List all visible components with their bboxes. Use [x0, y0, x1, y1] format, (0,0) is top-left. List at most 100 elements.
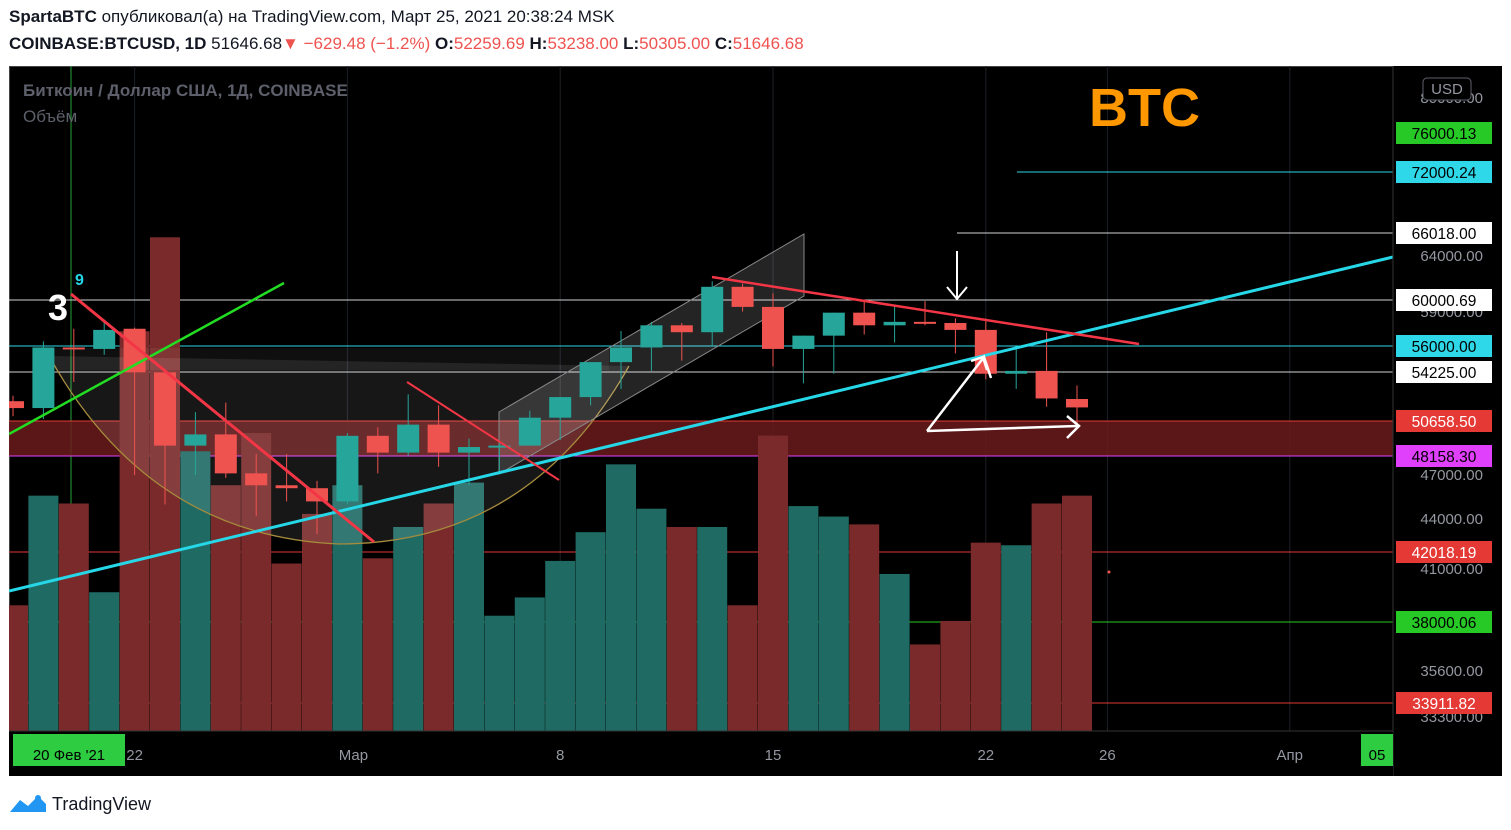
publish-header: SpartaBTC опубликовал(а) на TradingView.…: [0, 0, 1511, 62]
volume-bar: [423, 503, 454, 731]
candle-body: [9, 401, 24, 409]
candle-body: [184, 434, 207, 446]
time-highlight-end: [1361, 734, 1393, 766]
candle-body: [731, 286, 754, 307]
candle-body: [62, 347, 85, 350]
price-level-badge: [1396, 122, 1492, 144]
candle-body: [397, 424, 420, 453]
volume-bar: [271, 563, 302, 731]
price-level-label: 76000.13: [1412, 126, 1477, 143]
volume-bar: [940, 620, 971, 731]
volume-bar: [180, 451, 211, 731]
time-axis-bg: [9, 731, 1393, 776]
open-value: 52259.69: [453, 34, 525, 53]
volume-bar: [514, 597, 545, 731]
price-tick-label: 35600.00: [1420, 663, 1483, 680]
price-level-label: 72000.24: [1412, 165, 1477, 182]
price-level-badge: [1396, 289, 1492, 311]
price-level-badge: [1396, 161, 1492, 183]
volume-bar: [818, 516, 849, 731]
price-tick-label: 41000.00: [1420, 561, 1483, 578]
time-axis[interactable]: 22 Мар 8 15 22 26 Апр 20 Фев '21 05: [9, 730, 1393, 776]
tradingview-brand[interactable]: TradingView: [52, 794, 152, 814]
price-level-label: 60000.69: [1412, 293, 1477, 310]
price-level-badge: [1396, 541, 1492, 563]
time-tick-label: 15: [765, 747, 782, 764]
high-value: 53238.00: [547, 34, 619, 53]
candle-body: [670, 325, 693, 333]
volume-bar: [666, 526, 697, 731]
volume-bar: [879, 573, 910, 731]
red-trendline-1: [70, 292, 375, 544]
candle-body: [32, 347, 55, 409]
candle-body: [914, 321, 936, 324]
volume-bar: [89, 592, 120, 731]
volume-bar: [970, 542, 1001, 731]
footer: TradingView: [0, 782, 1511, 830]
trendlines: [9, 251, 1394, 593]
published-text: опубликовал(а) на TradingView.com, Март …: [101, 7, 615, 26]
price-level-badge: [1396, 361, 1492, 383]
candle-body: [640, 325, 663, 348]
currency-badge: [1422, 77, 1472, 101]
chart-legend-title: Биткоин / Доллар США, 1Д, COINBASE: [23, 81, 348, 100]
volume-bar: [788, 506, 819, 731]
close-value: 51646.68: [732, 34, 804, 53]
volume-bar: [58, 503, 89, 731]
symbol-label: COINBASE:BTCUSD, 1D: [9, 34, 207, 53]
price-axis[interactable]: 80000.0064000.0059000.0047000.0044000.00…: [1392, 66, 1502, 776]
candle-body: [1066, 398, 1088, 408]
price-level-label: 38000.06: [1412, 615, 1477, 632]
candle-body: [154, 372, 176, 446]
price-chart[interactable]: Биткоин / Доллар США, 1Д, COINBASE Объём B…: [9, 66, 1502, 776]
cyan-trendline: [9, 255, 1394, 593]
candle-body: [93, 329, 116, 349]
low-label: L:: [623, 34, 640, 53]
red-resistance-line: [711, 275, 1140, 346]
time-tick-label: 8: [556, 747, 564, 764]
support-zone: [9, 421, 1393, 456]
volume-bar: [910, 644, 940, 731]
candle-body: [822, 312, 845, 336]
price-level-badge: [1396, 410, 1492, 432]
price-tick-label: 44000.00: [1420, 511, 1483, 528]
volume-bar: [727, 605, 758, 731]
volume-bar: [849, 524, 880, 731]
arrow-head-icon: [970, 355, 989, 371]
time-highlight-end-label: 05: [1369, 747, 1386, 764]
cup-rim: [49, 348, 609, 370]
candle-body: [488, 445, 511, 448]
volume-bar: [484, 615, 515, 731]
candle-body: [245, 473, 268, 486]
price-level-label: 54225.00: [1412, 365, 1477, 382]
volume-bar: [210, 485, 241, 731]
marker-dot: [1107, 570, 1111, 574]
time-tick-label: 26: [1099, 747, 1116, 764]
high-label: H:: [529, 34, 548, 53]
author-name[interactable]: SpartaBTC: [9, 7, 97, 26]
time-tick-label: 22: [126, 747, 143, 764]
candle-body: [214, 434, 237, 474]
candle-body: [336, 435, 359, 502]
price-level-label: 66018.00: [1412, 226, 1477, 243]
volume-bar: [575, 532, 606, 731]
tradingview-logo-icon: [10, 795, 46, 812]
price-tick-label: 47000.00: [1420, 467, 1483, 484]
volume-bars: [9, 237, 1092, 731]
candle-body: [427, 424, 450, 453]
volume-bar: [332, 485, 363, 731]
volume-bar: [697, 526, 728, 731]
candle-body: [458, 447, 480, 453]
price-level-badge: [1396, 611, 1492, 633]
candle-body: [366, 435, 389, 453]
candle-body: [275, 485, 298, 489]
open-label: O:: [435, 34, 454, 53]
volume-legend: Объём: [23, 107, 77, 126]
volume-bar: [454, 482, 484, 731]
candle-body: [762, 306, 784, 349]
last-price: 51646.68: [211, 34, 283, 53]
green-trendline: [9, 281, 285, 436]
candle-body: [579, 362, 602, 398]
currency-label: USD: [1431, 81, 1463, 98]
price-level-label: 48158.30: [1412, 449, 1477, 466]
